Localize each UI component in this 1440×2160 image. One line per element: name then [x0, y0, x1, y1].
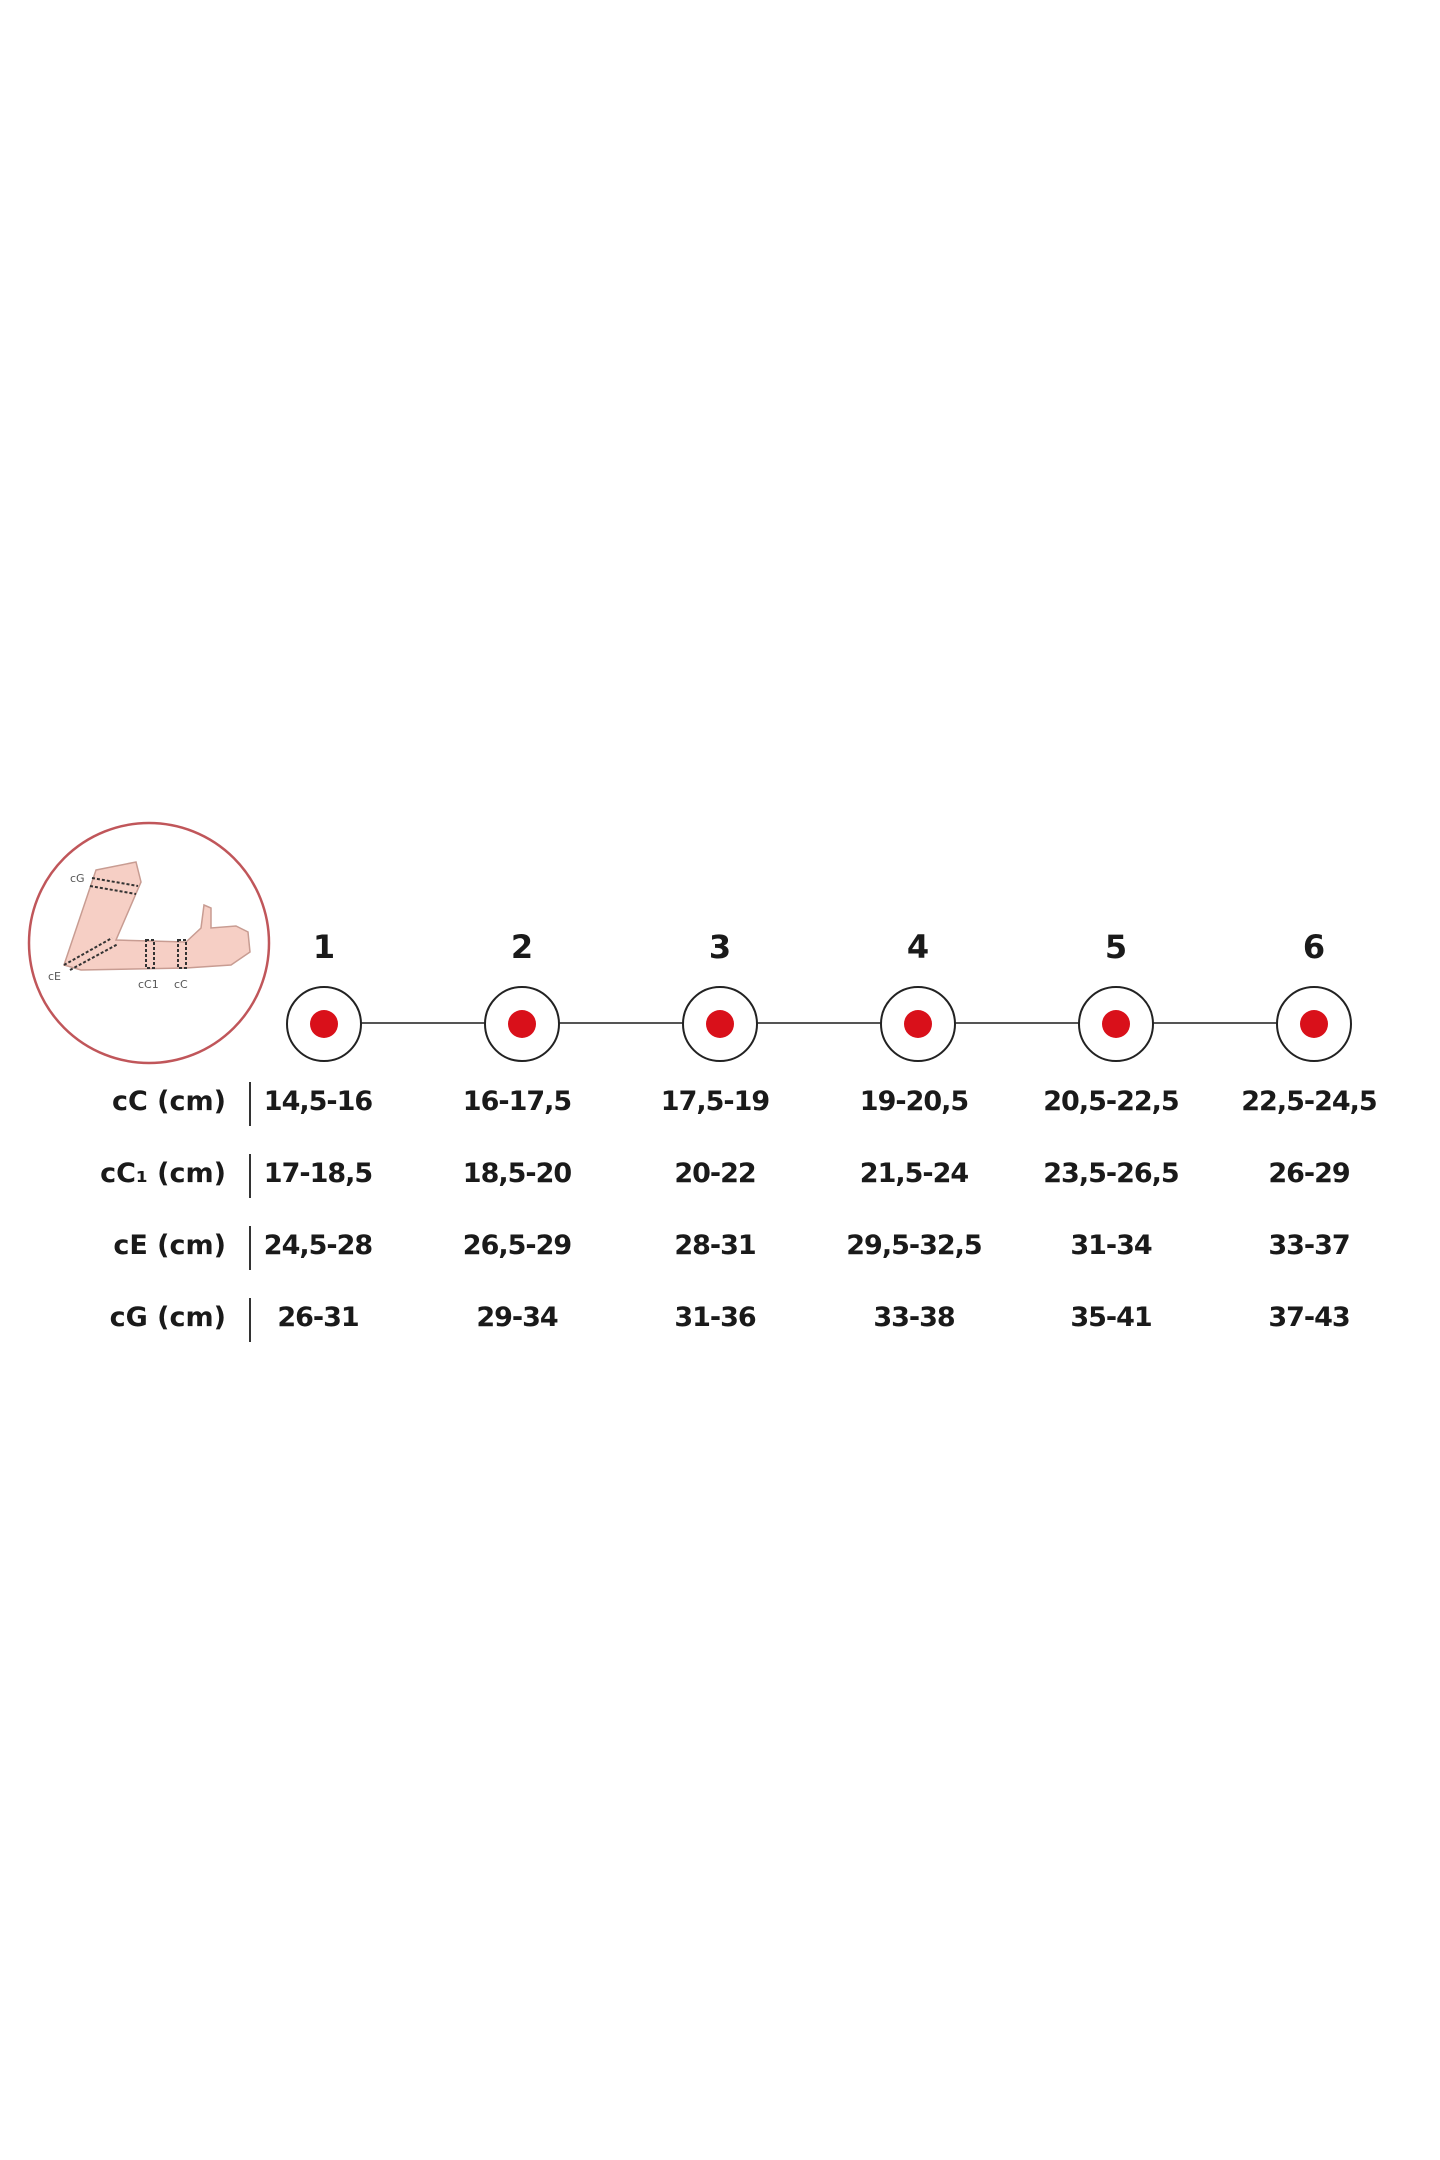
measurement-cell: 23,5-26,5: [1043, 1158, 1179, 1189]
measurement-cell: 37-43: [1268, 1302, 1350, 1333]
measurement-cell: 20,5-22,5: [1043, 1086, 1179, 1117]
size-marker: [682, 986, 758, 1062]
red-dot-icon: [904, 1010, 932, 1038]
label-cG: cG: [70, 872, 85, 885]
measurement-cell: 17-18,5: [263, 1158, 373, 1189]
label-cC: cC: [174, 978, 188, 991]
measurement-cell: 22,5-24,5: [1241, 1086, 1377, 1117]
row-divider: [249, 1154, 251, 1198]
row-label: cC (cm): [111, 1086, 226, 1117]
measurement-cell: 31-36: [674, 1302, 756, 1333]
measurement-cell: 17,5-19: [660, 1086, 770, 1117]
measurement-cell: 29-34: [476, 1302, 558, 1333]
red-dot-icon: [706, 1010, 734, 1038]
size-number: 2: [510, 928, 534, 966]
measurement-cell: 24,5-28: [263, 1230, 373, 1261]
row-divider: [249, 1298, 251, 1342]
size-number: 3: [708, 928, 732, 966]
size-number: 6: [1302, 928, 1326, 966]
measurement-cell: 29,5-32,5: [846, 1230, 982, 1261]
measurement-cell: 28-31: [674, 1230, 756, 1261]
size-marker: [880, 986, 956, 1062]
measurement-cell: 33-38: [873, 1302, 955, 1333]
red-dot-icon: [310, 1010, 338, 1038]
measurement-cell: 16-17,5: [462, 1086, 572, 1117]
measurement-cell: 31-34: [1070, 1230, 1152, 1261]
size-marker: [1276, 986, 1352, 1062]
size-marker: [1078, 986, 1154, 1062]
measurement-cell: 26-29: [1268, 1158, 1350, 1189]
measurement-cell: 21,5-24: [859, 1158, 969, 1189]
label-cC1: cC1: [138, 978, 159, 991]
size-number: 4: [906, 928, 930, 966]
size-marker: [484, 986, 560, 1062]
measurement-cell: 18,5-20: [462, 1158, 572, 1189]
size-marker: [286, 986, 362, 1062]
size-number: 5: [1104, 928, 1128, 966]
measurement-cell: 20-22: [674, 1158, 756, 1189]
size-number: 1: [312, 928, 336, 966]
measurement-cell: 26-31: [277, 1302, 359, 1333]
row-label: cE (cm): [113, 1230, 226, 1261]
measurement-cell: 14,5-16: [263, 1086, 373, 1117]
row-label: cG (cm): [109, 1302, 226, 1333]
arm-measurement-illustration: cG cE cC1 cC: [27, 821, 271, 1065]
size-scale-line: [324, 1022, 1314, 1024]
measurement-cell: 35-41: [1070, 1302, 1152, 1333]
measurement-cell: 19-20,5: [859, 1086, 969, 1117]
row-label: cC₁ (cm): [100, 1158, 226, 1189]
red-dot-icon: [508, 1010, 536, 1038]
row-divider: [249, 1226, 251, 1270]
red-dot-icon: [1300, 1010, 1328, 1038]
red-dot-icon: [1102, 1010, 1130, 1038]
measurement-cell: 33-37: [1268, 1230, 1350, 1261]
label-cE: cE: [48, 970, 61, 983]
measurement-cell: 26,5-29: [462, 1230, 572, 1261]
row-divider: [249, 1082, 251, 1126]
